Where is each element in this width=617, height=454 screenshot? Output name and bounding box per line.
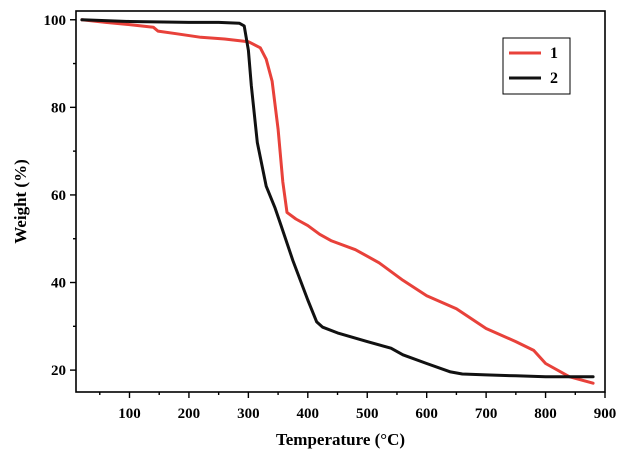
axes: 100 200 300 400 500 600 700 800 900 20 40 60 80 100	[44, 10, 617, 422]
y-tick-label: 80	[51, 100, 66, 116]
series-line-1	[80, 18, 595, 385]
y-tick-label: 100	[44, 13, 67, 29]
legend-label-1: 1	[550, 45, 558, 62]
x-tick-label: 500	[356, 406, 379, 422]
y-tick-label: 40	[51, 276, 66, 292]
y-tick-label: 20	[51, 363, 66, 379]
x-tick-label: 700	[475, 406, 498, 422]
legend-box	[502, 37, 571, 95]
legend: 12	[502, 37, 571, 95]
plot-frame	[75, 10, 606, 393]
series-line-2	[80, 18, 595, 379]
y-tick-label: 60	[51, 188, 66, 204]
x-tick-label: 600	[415, 406, 438, 422]
legend-label-2: 2	[550, 70, 558, 87]
x-tick-label: 400	[297, 406, 320, 422]
x-tick-label: 100	[118, 406, 141, 422]
y-axis-title: Weight (%)	[11, 159, 30, 244]
x-tick-label: 300	[237, 406, 260, 422]
plot-area	[80, 18, 595, 385]
x-tick-label: 200	[178, 406, 201, 422]
x-tick-label: 900	[594, 406, 617, 422]
x-tick-label: 800	[534, 406, 557, 422]
x-axis-title: Temperature (°C)	[276, 430, 405, 449]
